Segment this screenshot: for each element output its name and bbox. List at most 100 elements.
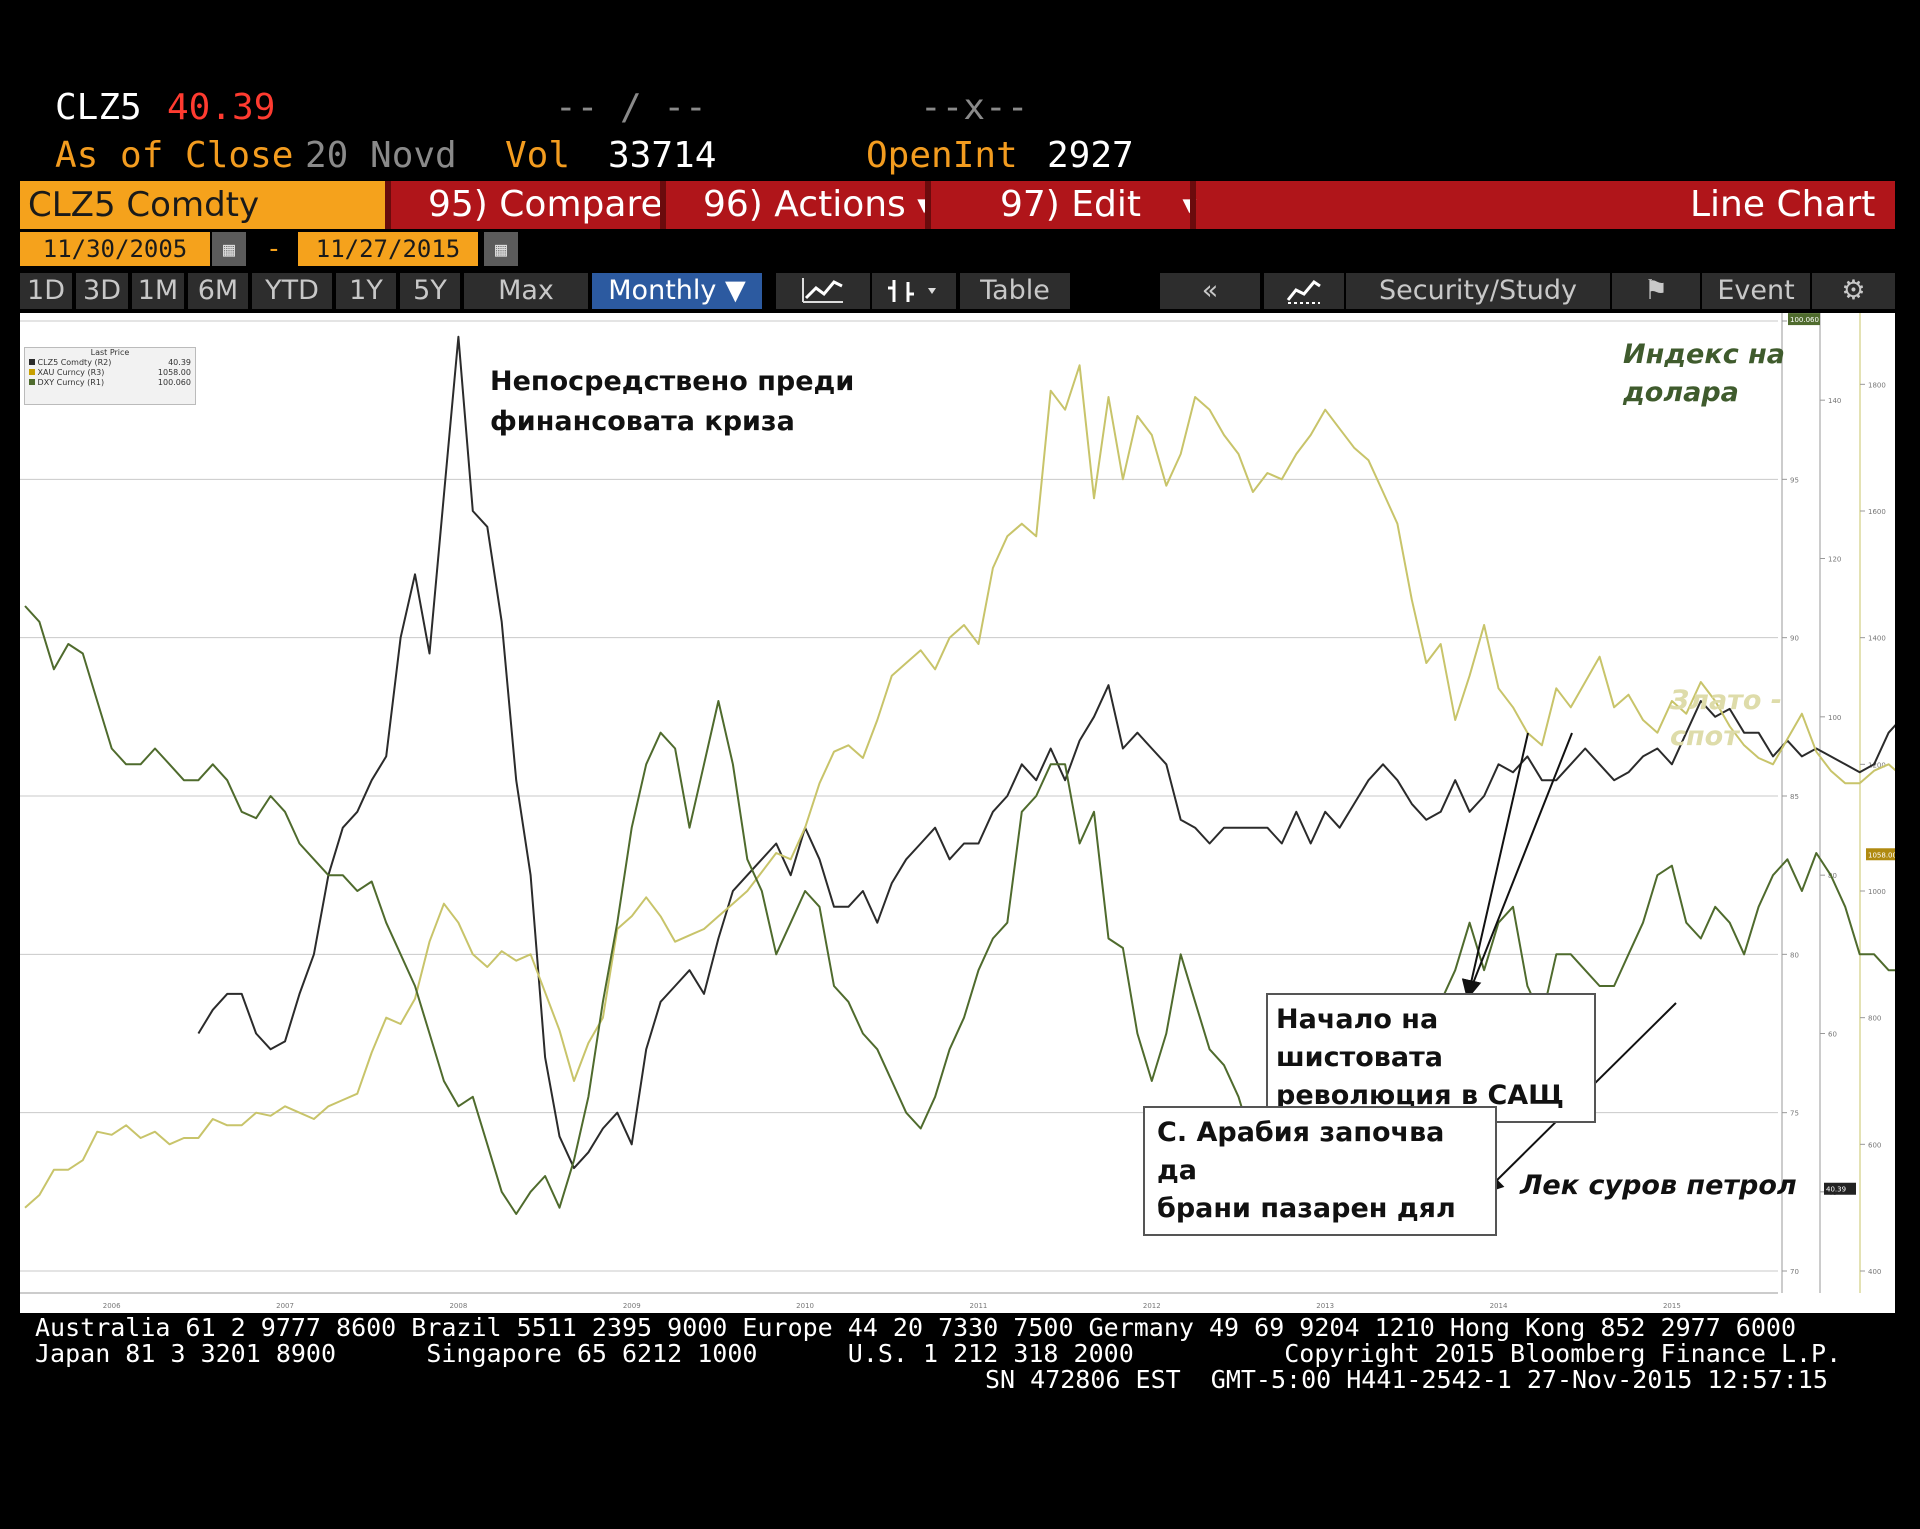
annotation-crisis: Непосредствено преди финансовата криза <box>490 362 854 442</box>
annotation-line: Злато - <box>1670 685 1782 716</box>
legend-row: DXY Curncy (R1) 100.060 <box>25 378 195 388</box>
last-value-tag <box>1866 848 1895 861</box>
x-tick-label: 2007 <box>276 1302 294 1310</box>
chart-type-title: Line Chart <box>1690 184 1876 225</box>
x-tick-label: 2011 <box>970 1302 988 1310</box>
annotation-line: брани пазарен дял <box>1157 1193 1456 1224</box>
last-value-label: 100.060 <box>1790 316 1819 324</box>
axis-tick-label: 1600 <box>1868 508 1886 516</box>
as-of-date: 20 Novd <box>305 135 457 176</box>
period-ytd[interactable]: YTD <box>252 273 332 309</box>
as-of-label: As of Close <box>55 135 294 176</box>
x-tick-label: 2015 <box>1663 1302 1681 1310</box>
x-tick-label: 2010 <box>796 1302 814 1310</box>
axis-tick-label: 80 <box>1828 872 1837 880</box>
start-date-field[interactable]: 11/30/2005 <box>20 232 210 266</box>
chart-area[interactable]: 7075808590951004060801001201404006008001… <box>20 313 1895 1313</box>
event-button[interactable]: Event <box>1702 273 1810 309</box>
axis-tick-label: 95 <box>1790 476 1799 484</box>
axis-tick-label: 400 <box>1868 1268 1881 1276</box>
actions-button[interactable]: 96) Actions ▼ <box>703 181 931 229</box>
bid-ask: -- / -- <box>555 87 707 128</box>
annotation-line: Начало на шистовата <box>1276 1004 1443 1073</box>
last-value-label: 40.39 <box>1826 1186 1846 1194</box>
annotation-line: финансовата криза <box>490 406 795 437</box>
security-study-button[interactable]: Security/Study <box>1346 273 1610 309</box>
study-chart-icon[interactable] <box>1264 273 1344 309</box>
annotation-line: долара <box>1623 377 1739 408</box>
edit-button[interactable]: 97) Edit ▼ <box>1000 181 1196 229</box>
axis-tick-label: 80 <box>1790 951 1799 959</box>
period-1m[interactable]: 1M <box>132 273 184 309</box>
period-6m[interactable]: 6M <box>188 273 248 309</box>
footer-line-2: Japan 81 3 3201 8900 Singapore 65 6212 1… <box>35 1339 1842 1368</box>
axis-tick-label: 75 <box>1790 1110 1799 1118</box>
edit-label: 97) Edit <box>1000 184 1142 225</box>
annotation-dollar: Индекс на долара <box>1623 336 1785 412</box>
x-tick-label: 2012 <box>1143 1302 1161 1310</box>
legend-swatch <box>29 369 35 375</box>
command-separator <box>925 181 931 229</box>
x-tick-label: 2009 <box>623 1302 641 1310</box>
axis-tick-label: 70 <box>1790 1268 1799 1276</box>
last-value-tag <box>1788 313 1820 326</box>
axis-tick-label: 1400 <box>1868 635 1886 643</box>
openint-value: 2927 <box>1047 135 1134 176</box>
actions-label: 96) Actions <box>703 184 906 225</box>
legend-name: XAU Curncy (R3) <box>37 368 105 377</box>
period-5y[interactable]: 5Y <box>400 273 460 309</box>
arrow-shale-2 <box>1467 732 1573 997</box>
series-line-oil <box>197 335 1895 1170</box>
period-1d[interactable]: 1D <box>20 273 72 309</box>
legend-name: DXY Curncy (R1) <box>37 378 105 387</box>
bid-ask-size: --x-- <box>920 87 1029 128</box>
axis-tick-label: 800 <box>1868 1015 1881 1023</box>
security-field[interactable]: CLZ5 Comdty <box>20 181 385 229</box>
legend-title: Last Price <box>90 348 130 357</box>
annotation-oil: Лек суров петрол <box>1520 1170 1797 1201</box>
settings-gear-icon[interactable]: ⚙ <box>1812 273 1895 309</box>
axis-tick-label: 1200 <box>1868 761 1886 769</box>
axis-tick-label: 60 <box>1828 1031 1837 1039</box>
legend-value: 40.39 <box>168 358 191 367</box>
legend-name: CLZ5 Comdty (R2) <box>37 358 112 367</box>
annotation-line: Индекс на <box>1623 339 1785 370</box>
annotation-gold: Злато - спот <box>1670 683 1782 755</box>
line-chart-icon[interactable] <box>776 273 870 309</box>
calendar-icon[interactable]: ▦ <box>212 232 246 266</box>
x-tick-label: 2006 <box>103 1302 121 1310</box>
end-date-field[interactable]: 11/27/2015 <box>298 232 478 266</box>
axis-tick-label: 600 <box>1868 1141 1881 1149</box>
period-1y[interactable]: 1Y <box>336 273 396 309</box>
period-max[interactable]: Max <box>464 273 588 309</box>
axis-tick-label: 120 <box>1828 556 1841 564</box>
series-line-dxy <box>24 605 1895 1215</box>
bar-style-icon[interactable] <box>872 273 956 309</box>
flag-icon[interactable]: ⚑ <box>1612 273 1700 309</box>
legend-box: Last Price CLZ5 Comdty (R2) 40.39 XAU Cu… <box>24 347 196 405</box>
compare-button[interactable]: 95) Compare <box>428 184 663 225</box>
x-tick-label: 2008 <box>449 1302 467 1310</box>
annotation-line: спот <box>1670 721 1739 752</box>
table-button[interactable]: Table <box>960 273 1070 309</box>
legend-row: CLZ5 Comdty (R2) 40.39 <box>25 358 195 368</box>
footer-line-3: SN 472806 EST GMT-5:00 H441-2542-1 27-No… <box>985 1365 1828 1394</box>
series-line-gold <box>24 364 1895 1209</box>
frequency-dropdown[interactable]: Monthly ▼ <box>592 273 762 309</box>
legend-value: 100.060 <box>157 378 191 387</box>
calendar-icon[interactable]: ▦ <box>484 232 518 266</box>
x-tick-label: 2013 <box>1316 1302 1334 1310</box>
annotation-shale-box: Начало на шистовата революция в САЩ <box>1266 993 1596 1123</box>
ticker: CLZ5 <box>55 87 142 128</box>
collapse-icon[interactable]: « <box>1160 273 1260 309</box>
annotation-line: С. Арабия започва да <box>1157 1117 1445 1186</box>
arrow-shale <box>1461 732 1529 1000</box>
line-chart: 7075808590951004060801001201404006008001… <box>20 313 1895 1310</box>
last-price: 40.39 <box>167 87 276 128</box>
vol-label: Vol <box>505 135 571 176</box>
vol-value: 33714 <box>608 135 717 176</box>
command-separator <box>385 181 391 229</box>
legend-swatch <box>29 359 35 365</box>
legend-swatch <box>29 379 35 385</box>
period-3d[interactable]: 3D <box>76 273 128 309</box>
